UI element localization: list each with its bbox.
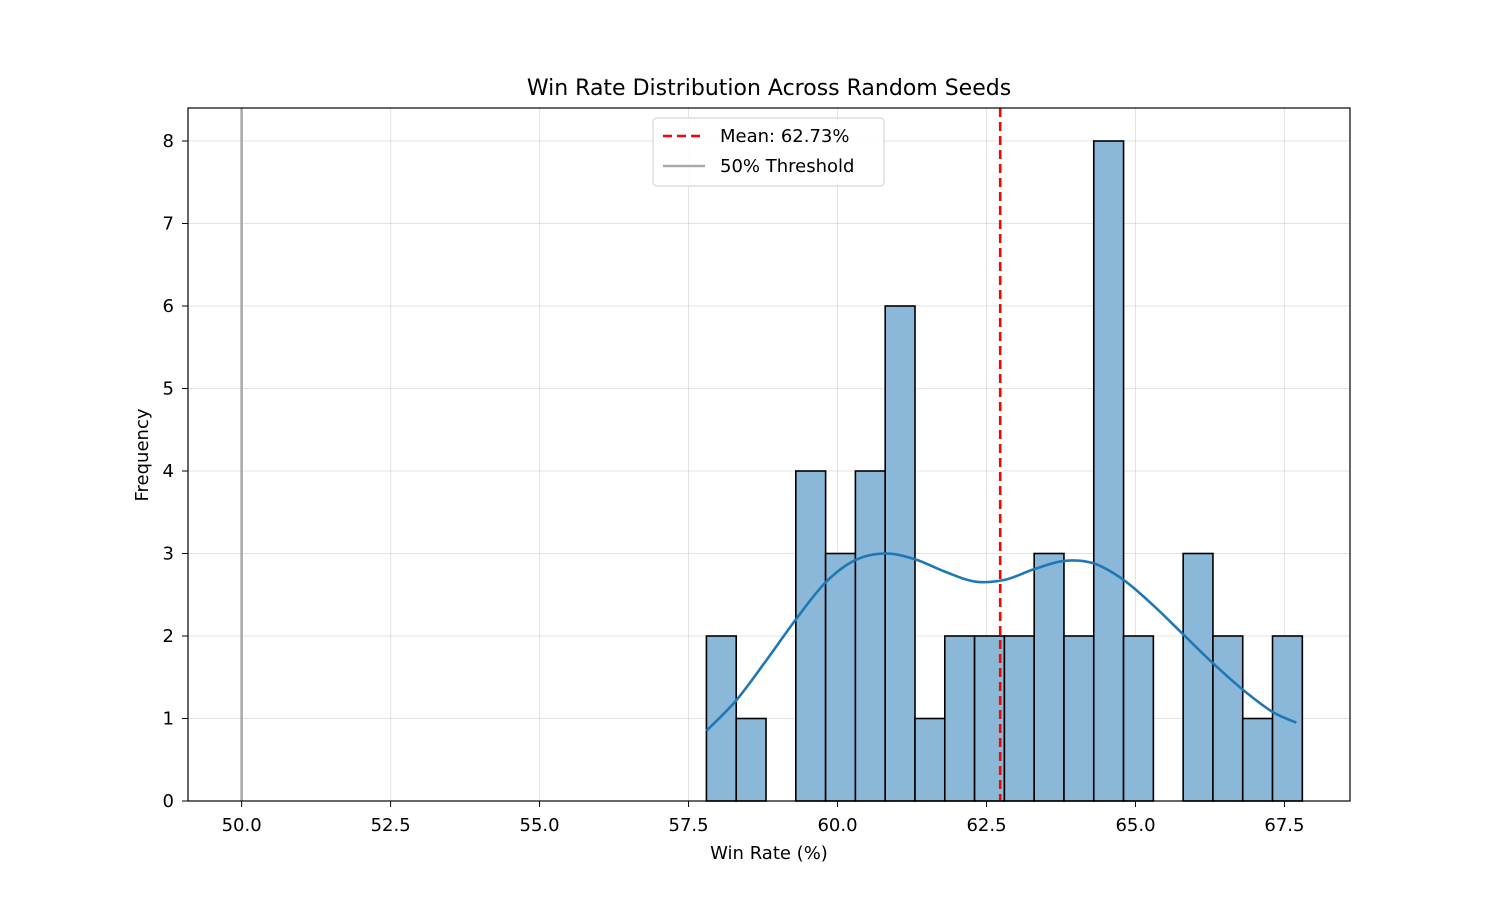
histogram-bar xyxy=(1182,552,1214,802)
y-tick-label: 0 xyxy=(163,791,174,812)
y-tick-label: 3 xyxy=(163,544,174,565)
histogram-bar xyxy=(735,717,767,802)
histogram-bar xyxy=(943,635,976,802)
histogram-bar xyxy=(824,552,857,802)
histogram-bar xyxy=(1212,635,1244,802)
histogram-bar xyxy=(1122,635,1155,802)
histogram-bar xyxy=(914,717,946,802)
kde-curve xyxy=(705,552,1297,732)
y-tick-label: 6 xyxy=(163,296,174,317)
histogram-bar xyxy=(854,470,887,802)
x-tick-label: 62.5 xyxy=(966,815,1006,836)
legend-mean-label: Mean: 62.73% xyxy=(720,126,849,147)
x-tick-label: 60.0 xyxy=(817,815,857,836)
y-tick-label: 1 xyxy=(163,709,174,730)
histogram-bar xyxy=(1241,717,1274,802)
legend: Mean: 62.73% 50% Threshold xyxy=(652,117,885,187)
histogram-bar xyxy=(1003,635,1035,802)
legend-box xyxy=(652,117,885,187)
x-axis-label: Win Rate (%) xyxy=(710,843,828,864)
kde-layer xyxy=(705,552,1297,732)
x-tick-label: 52.5 xyxy=(371,815,411,836)
grid-layer xyxy=(188,108,1350,802)
y-axis-label: Frequency xyxy=(132,408,153,501)
reference-lines-layer xyxy=(240,108,1002,801)
histogram-bar xyxy=(1092,140,1125,802)
bar-layer xyxy=(705,140,1304,802)
y-tick-label: 5 xyxy=(163,379,174,400)
histogram-bar xyxy=(795,470,827,802)
y-axis-ticks: 0 1 2 3 4 5 6 7 8 xyxy=(163,131,188,812)
x-tick-label: 65.0 xyxy=(1115,815,1155,836)
chart-title: Win Rate Distribution Across Random Seed… xyxy=(527,76,1011,101)
y-tick-label: 2 xyxy=(163,626,174,647)
histogram-bar xyxy=(1033,552,1065,802)
legend-threshold-label: 50% Threshold xyxy=(720,156,854,177)
x-axis-ticks: 50.0 52.5 55.0 57.5 60.0 62.5 65.0 67.5 xyxy=(222,801,1304,836)
x-tick-label: 67.5 xyxy=(1264,815,1304,836)
y-tick-label: 4 xyxy=(163,461,174,482)
histogram-bar xyxy=(1063,635,1095,802)
histogram-bar xyxy=(705,635,738,802)
plot-frame xyxy=(187,107,1351,802)
y-tick-label: 7 xyxy=(163,214,174,235)
x-tick-label: 55.0 xyxy=(520,815,560,836)
y-tick-label: 8 xyxy=(163,131,174,152)
x-tick-label: 50.0 xyxy=(222,815,262,836)
x-tick-label: 57.5 xyxy=(669,815,709,836)
